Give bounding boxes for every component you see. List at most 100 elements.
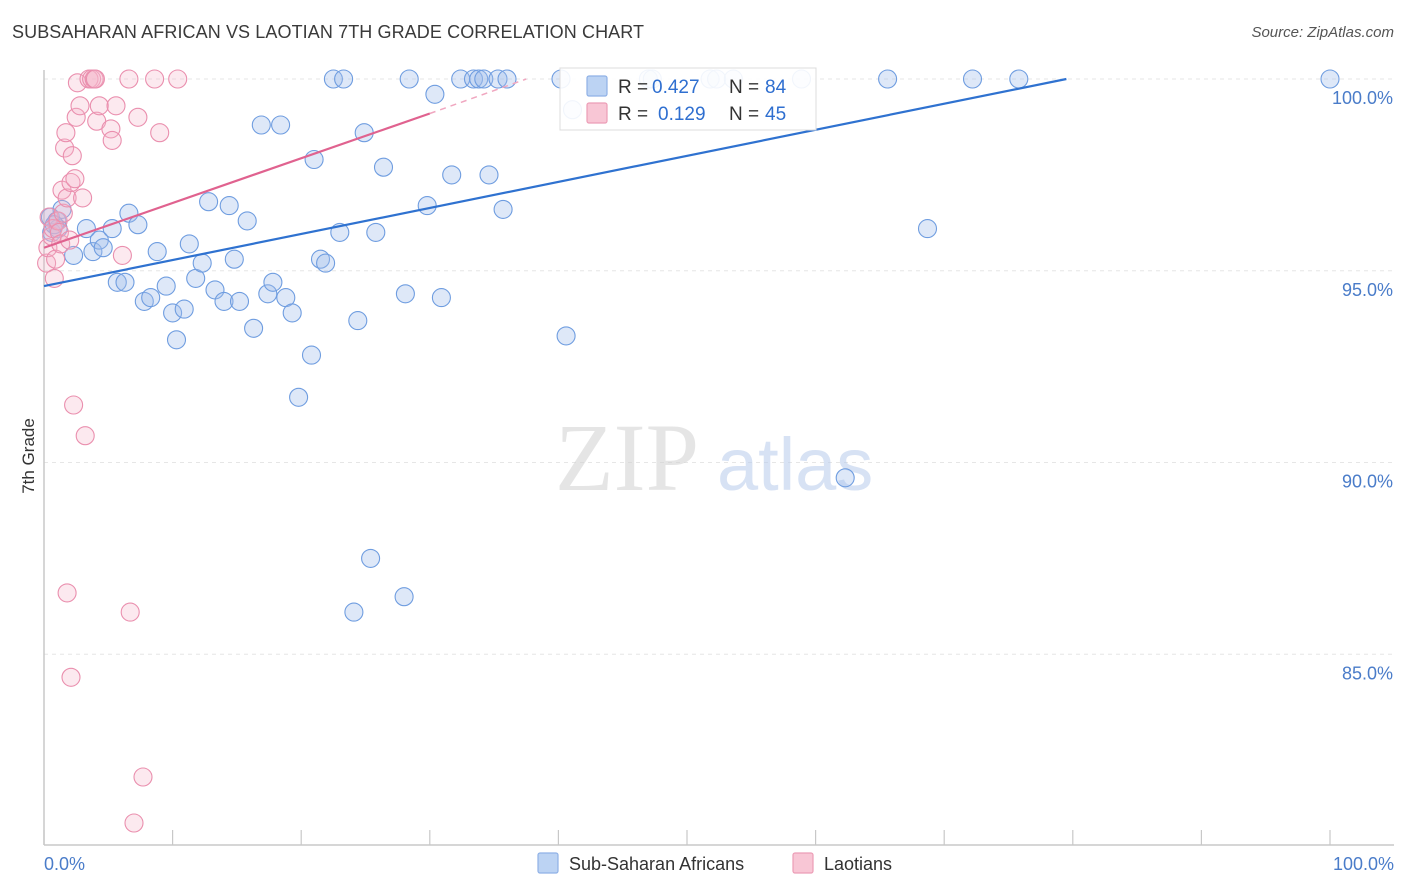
sub-saharan-point	[442, 165, 462, 185]
sub-saharan-point	[417, 196, 437, 216]
y-tick-labels: 100.0% 95.0% 90.0% 85.0%	[1332, 88, 1393, 683]
stats-legend-n-value-blue: 84	[765, 77, 787, 98]
sub-saharan-point	[1009, 69, 1029, 89]
laotians-point	[128, 107, 148, 127]
series-legend-swatch-sub-saharan	[537, 852, 559, 874]
laotians-point	[75, 426, 95, 446]
laotians-point	[55, 138, 75, 158]
laotians-point	[62, 146, 82, 166]
sub-saharan-point	[271, 115, 291, 135]
sub-saharan-point	[425, 84, 445, 104]
sub-saharan-point	[179, 234, 199, 254]
laotians-point	[57, 188, 77, 208]
sub-saharan-point	[497, 69, 517, 89]
sub-saharan-point	[64, 245, 84, 265]
sub-saharan-point	[237, 211, 257, 231]
stats-legend-swatch-pink	[586, 102, 608, 124]
sub-saharan-point	[174, 299, 194, 319]
sub-saharan-point	[83, 242, 103, 262]
stats-legend-r-value-pink: 0.129	[658, 104, 706, 125]
sub-saharan-point	[282, 303, 302, 323]
sub-saharan-point	[156, 276, 176, 296]
sub-saharan-point	[394, 587, 414, 607]
sub-saharan-point	[107, 272, 127, 292]
chart-title: SUBSAHARAN AFRICAN VS LAOTIAN 7TH GRADE …	[12, 22, 645, 42]
sub-saharan-point	[310, 249, 331, 269]
sub-saharan-point	[469, 69, 489, 89]
sub-saharan-point	[348, 311, 368, 331]
sub-saharan-point	[361, 548, 381, 568]
y-tick-label: 100.0%	[1332, 88, 1393, 108]
stats-legend-r-label-blue: R =	[618, 77, 648, 98]
sub-saharan-point	[229, 291, 250, 311]
series-legend-label-laotians: Laotians	[824, 854, 892, 874]
sub-saharan-point	[258, 284, 278, 304]
laotians-point	[89, 96, 109, 116]
sub-saharan-point	[917, 219, 938, 239]
stats-legend: R = 0.427 N = 84 R = 0.129 N = 45	[559, 67, 817, 131]
series-legend: Sub-Saharan Africans Laotians	[537, 852, 892, 874]
sub-saharan-point	[835, 468, 855, 488]
stats-legend-n-label-blue: N =	[729, 77, 759, 98]
stats-legend-n-label-pink: N =	[729, 104, 759, 125]
sub-saharan-point	[301, 345, 322, 365]
sub-saharan-point	[219, 196, 239, 216]
laotians-point	[66, 107, 86, 127]
sub-saharan-point	[263, 272, 283, 292]
sub-saharan-point	[76, 219, 96, 239]
laotians-point	[112, 245, 132, 265]
watermark: ZIP atlas	[555, 404, 873, 511]
sub-saharan-point	[334, 69, 354, 89]
series-legend-swatch-laotians	[792, 852, 814, 874]
watermark-zip: ZIP	[555, 404, 699, 511]
sub-saharan-point	[474, 69, 494, 89]
laotians-point	[61, 172, 81, 193]
laotians-point	[168, 69, 188, 89]
x-tick-label-min: 0.0%	[44, 854, 85, 874]
sub-saharan-point	[224, 249, 244, 269]
sub-saharan-point	[166, 330, 187, 350]
stats-legend-r-label-pink: R =	[618, 104, 648, 125]
sub-saharan-point	[93, 238, 113, 258]
trend-line-laotians	[43, 112, 431, 249]
laotians-point	[119, 69, 139, 89]
trend-line-sub-saharan	[43, 77, 1067, 288]
sub-saharan-point	[556, 326, 576, 346]
trend-lines	[43, 77, 1067, 288]
sub-saharan-point	[163, 303, 183, 323]
laotians-point	[85, 69, 105, 89]
sub-saharan-point	[395, 284, 415, 304]
sub-saharan-point	[316, 253, 336, 273]
y-tick-label: 90.0%	[1342, 472, 1393, 492]
laotians-point	[60, 230, 80, 250]
laotians-point	[102, 130, 122, 150]
sub-saharan-point	[344, 602, 364, 622]
sub-saharan-point	[147, 242, 167, 262]
sub-saharan-point	[878, 69, 898, 89]
sub-saharan-point	[102, 219, 122, 239]
laotians-point	[106, 96, 126, 116]
sub-saharan-point	[373, 157, 394, 177]
laotians-point	[61, 667, 81, 687]
y-tick-label: 85.0%	[1342, 663, 1393, 683]
laotians-point	[46, 249, 66, 269]
sub-saharan-point	[192, 253, 212, 273]
sub-saharan-point	[399, 69, 419, 89]
stats-legend-n-value-pink: 45	[765, 104, 786, 125]
laotians-point	[56, 123, 76, 143]
series-laotians-points	[37, 69, 188, 833]
sub-saharan-point	[244, 318, 264, 338]
laotians-point	[120, 602, 140, 622]
laotians-point	[73, 188, 93, 208]
y-tick-label: 95.0%	[1342, 280, 1393, 300]
series-sub-saharan-points	[40, 69, 1340, 622]
sub-saharan-point	[323, 69, 343, 89]
sub-saharan-point	[214, 291, 234, 311]
laotians-point	[124, 813, 144, 833]
sub-saharan-point	[141, 288, 161, 308]
laotians-point	[133, 767, 153, 787]
laotians-point	[70, 96, 90, 116]
sub-saharan-point	[479, 165, 499, 185]
laotians-point	[53, 203, 73, 223]
stats-legend-r-value-blue: 0.427	[652, 77, 700, 98]
